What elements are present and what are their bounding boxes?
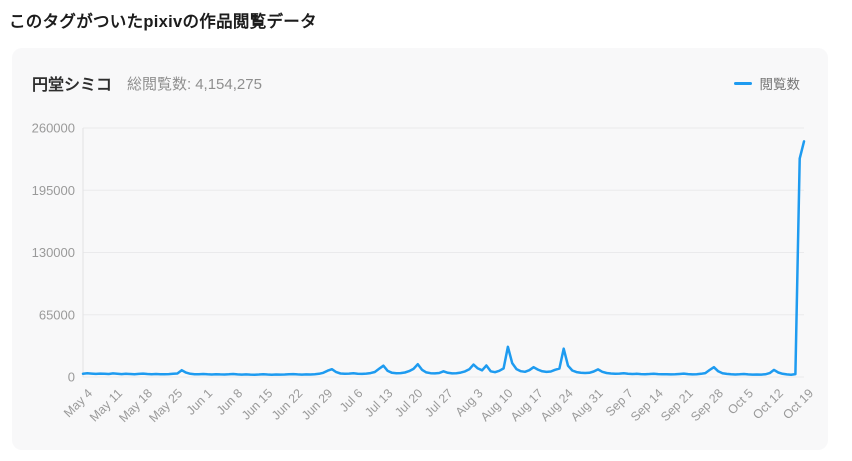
- x-tick-label: Jul 6: [337, 386, 366, 415]
- x-tick-label: Sep 21: [658, 386, 696, 424]
- legend: 閲覧数: [733, 73, 801, 93]
- x-tick-label: Aug 31: [568, 386, 606, 424]
- x-tick-label: Aug 17: [508, 386, 546, 424]
- x-tick-label: Oct 19: [780, 386, 816, 422]
- page-title: このタグがついたpixivの作品閲覧データ: [9, 13, 317, 31]
- views-data-card: 0 65000 130000 195000 260000 May 4 May 11 May 1…: [12, 48, 828, 450]
- x-tick-label: Aug 24: [538, 386, 576, 424]
- legend-label: 閲覧数: [759, 77, 801, 92]
- x-tick-label: Jul 27: [422, 386, 456, 420]
- y-tick-label: 130000: [32, 245, 75, 260]
- x-tick-label: Jun 1: [184, 386, 216, 418]
- x-tick-label: Oct 12: [750, 386, 786, 422]
- y-tick-label: 260000: [32, 121, 75, 136]
- card-header: 円堂シミコ 総閲覧数: 4,154,275 閲覧数: [12, 48, 828, 106]
- x-tick-label: May 25: [146, 386, 185, 425]
- total-views-label: 総閲覧数:: [127, 75, 192, 93]
- x-tick-label: Sep 28: [688, 386, 726, 424]
- x-tick-label: Jun 22: [269, 386, 305, 422]
- x-tick-label: Jul 20: [392, 386, 426, 420]
- x-tick-label: Aug 10: [478, 386, 516, 424]
- views-line[interactable]: [81, 140, 806, 376]
- y-tick-label: 65000: [39, 307, 75, 322]
- total-views-value: 4,154,275: [195, 75, 262, 93]
- x-tick-label: Jul 13: [362, 386, 396, 420]
- tag-name: 円堂シミコ: [32, 77, 113, 94]
- x-tick-label: Jun 15: [239, 386, 275, 422]
- y-tick-label: 0: [68, 370, 75, 385]
- y-tick-label: 195000: [32, 183, 75, 198]
- legend-line-swatch: [733, 81, 752, 85]
- x-tick-label: Jun 29: [299, 386, 335, 422]
- x-tick-label: Sep 14: [628, 386, 666, 424]
- total-views: 総閲覧数: 4,154,275: [127, 73, 262, 94]
